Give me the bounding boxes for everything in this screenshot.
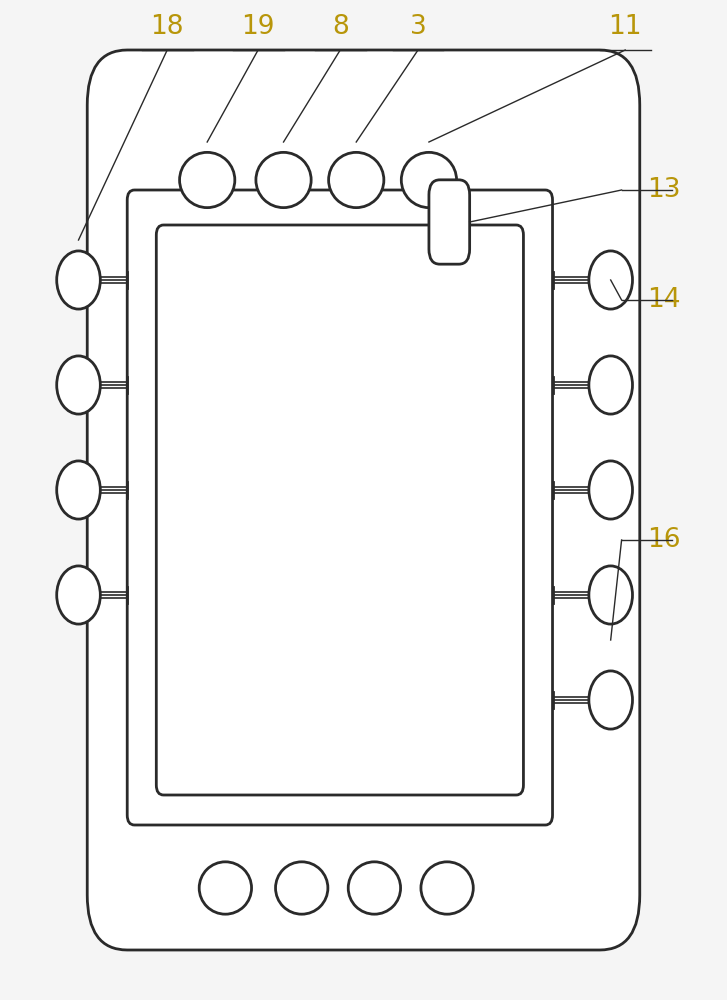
- Ellipse shape: [57, 461, 100, 519]
- Ellipse shape: [329, 152, 384, 208]
- Ellipse shape: [180, 152, 235, 208]
- Ellipse shape: [589, 356, 632, 414]
- Text: 11: 11: [608, 14, 642, 40]
- Ellipse shape: [401, 152, 457, 208]
- Ellipse shape: [57, 356, 100, 414]
- Ellipse shape: [57, 566, 100, 624]
- Text: 19: 19: [241, 14, 275, 40]
- Text: 16: 16: [647, 527, 680, 553]
- Ellipse shape: [57, 251, 100, 309]
- Ellipse shape: [589, 671, 632, 729]
- Text: 3: 3: [409, 14, 427, 40]
- Text: 18: 18: [150, 14, 184, 40]
- FancyBboxPatch shape: [429, 180, 470, 264]
- Text: 14: 14: [647, 287, 680, 313]
- Ellipse shape: [589, 461, 632, 519]
- Ellipse shape: [348, 862, 401, 914]
- Ellipse shape: [256, 152, 311, 208]
- Ellipse shape: [589, 251, 632, 309]
- Text: 8: 8: [332, 14, 349, 40]
- Ellipse shape: [589, 566, 632, 624]
- FancyBboxPatch shape: [87, 50, 640, 950]
- Ellipse shape: [276, 862, 328, 914]
- Ellipse shape: [199, 862, 252, 914]
- Text: 13: 13: [647, 177, 680, 203]
- Ellipse shape: [421, 862, 473, 914]
- FancyBboxPatch shape: [156, 225, 523, 795]
